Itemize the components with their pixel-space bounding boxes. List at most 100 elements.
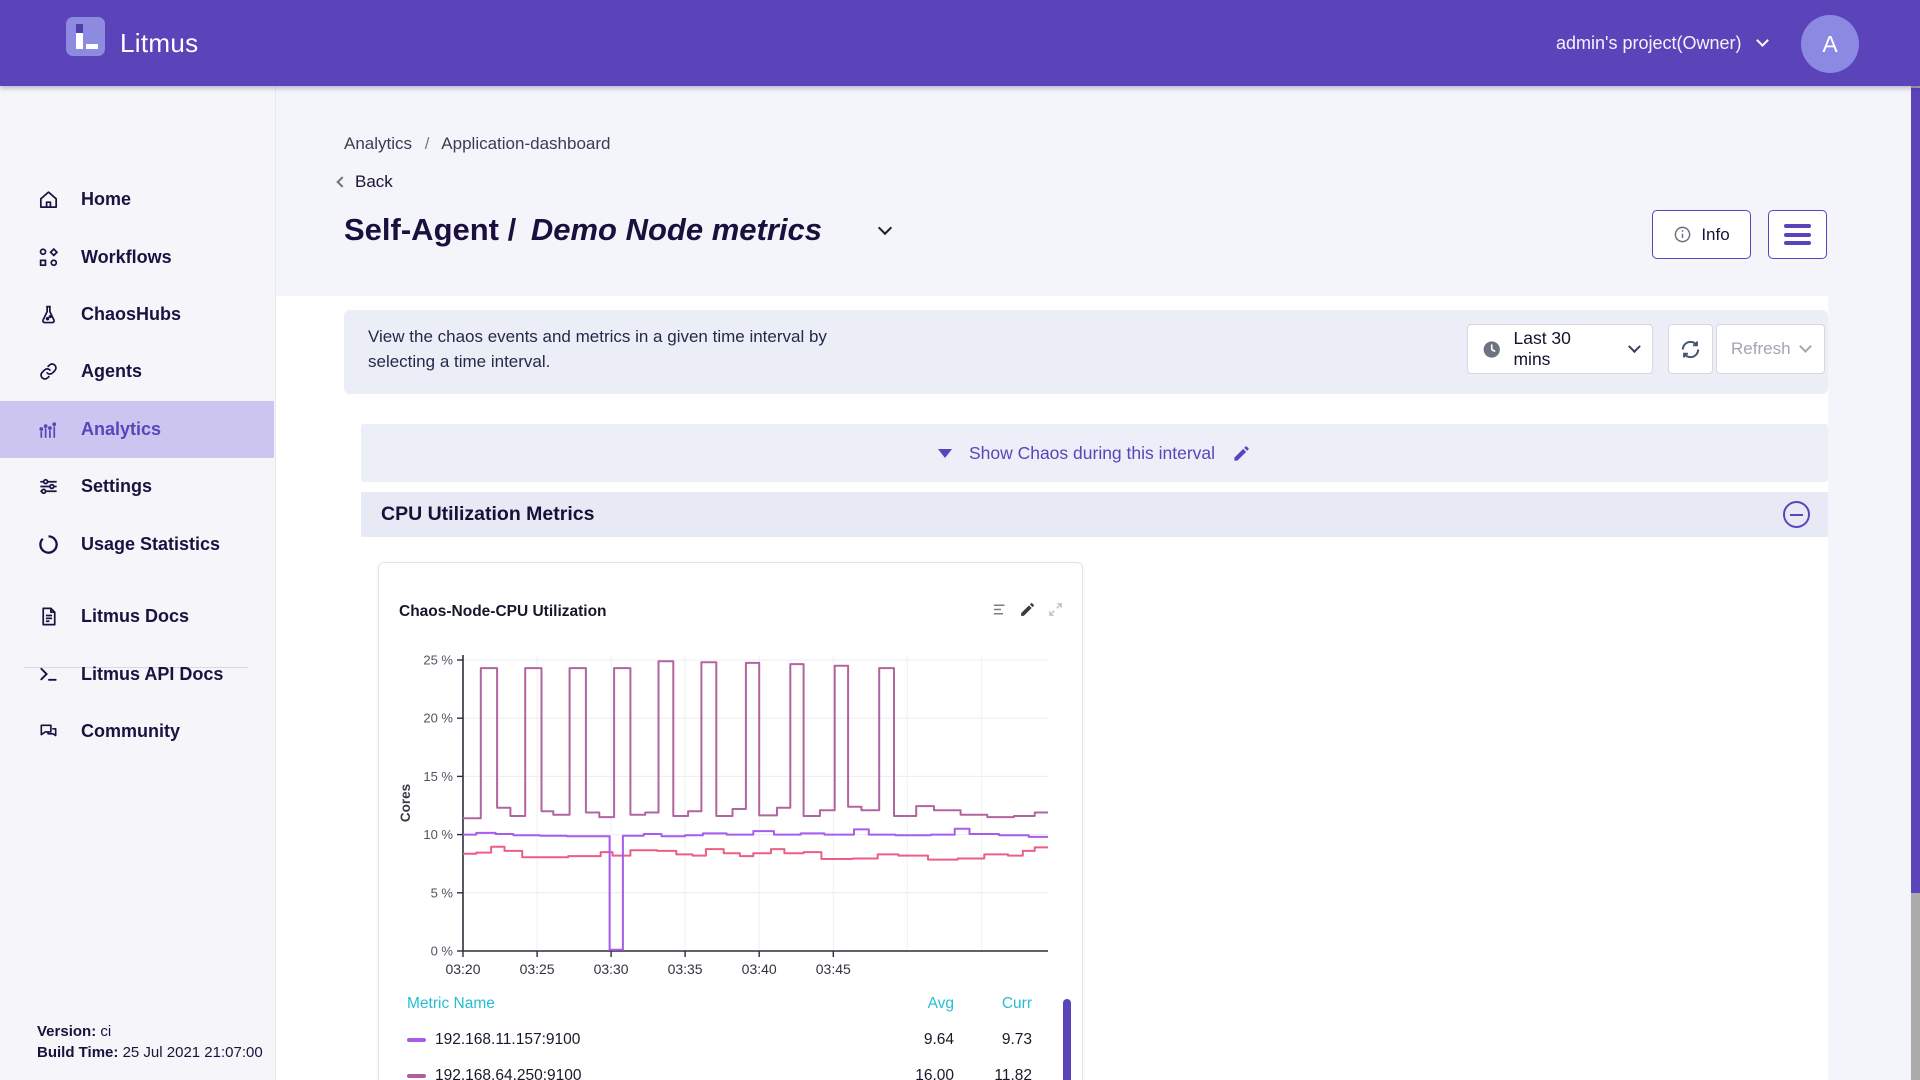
- legend-header-avg: Avg: [927, 995, 954, 1012]
- chart-options-icon[interactable]: [991, 601, 1008, 618]
- time-interval-description: View the chaos events and metrics in a g…: [368, 327, 827, 371]
- sidebar-item-litmus-api-docs[interactable]: Litmus API Docs: [0, 645, 274, 702]
- chevron-down-icon: [1799, 340, 1812, 353]
- sidebar-item-label: Litmus Docs: [81, 606, 190, 627]
- chart-edit-pencil-icon[interactable]: [1019, 601, 1036, 618]
- litmus-logo-icon: [66, 17, 105, 56]
- chart-expand-icon[interactable]: [1047, 601, 1064, 618]
- title-dashboard-name: Demo Node metrics: [530, 212, 822, 247]
- refresh-icon-button[interactable]: [1668, 324, 1713, 374]
- build-time-value: 25 Jul 2021 21:07:00: [122, 1044, 263, 1061]
- sidebar-item-label: Workflows: [81, 246, 172, 267]
- brand-title: Litmus: [120, 28, 199, 58]
- info-button[interactable]: Info: [1652, 210, 1751, 259]
- loader-icon: [37, 533, 60, 556]
- home-icon: [37, 188, 60, 211]
- svg-text:03:35: 03:35: [668, 961, 703, 977]
- sidebar-item-label: ChaosHubs: [81, 303, 182, 324]
- collapse-section-button[interactable]: [1783, 501, 1810, 528]
- link-icon: [37, 360, 60, 383]
- svg-text:15 %: 15 %: [423, 769, 453, 784]
- svg-text:0 %: 0 %: [431, 944, 454, 959]
- version-label: Version:: [37, 1023, 97, 1040]
- breadcrumb-analytics[interactable]: Analytics: [344, 134, 413, 153]
- legend-row[interactable]: 192.168.64.250:9100 16.00 11.82: [399, 1067, 1063, 1080]
- sidebar-item-label: Usage Statistics: [81, 533, 221, 554]
- flask-icon: [37, 303, 60, 326]
- sidebar-item-label: Litmus API Docs: [81, 663, 224, 684]
- cpu-utilization-chart[interactable]: 0 % 5 % 10 % 15 % 20 % 25 % 03:20 03:25 03:30 03:…: [397, 629, 1069, 981]
- chevron-down-icon: [1755, 34, 1769, 47]
- legend-row[interactable]: 192.168.11.157:9100 9.64 9.73: [399, 1031, 1063, 1067]
- svg-text:03:45: 03:45: [816, 961, 851, 977]
- page-scrollbar-thumb[interactable]: [1911, 88, 1920, 893]
- hamburger-icon: [1784, 224, 1811, 228]
- sidebar-item-litmus-docs[interactable]: Litmus Docs: [0, 588, 274, 645]
- svg-text:03:25: 03:25: [520, 961, 555, 977]
- time-range-dropdown[interactable]: Last 30 mins: [1467, 324, 1653, 374]
- sidebar-item-workflows[interactable]: Workflows: [0, 228, 274, 285]
- refresh-dropdown[interactable]: Refresh: [1716, 324, 1825, 374]
- user-avatar[interactable]: A: [1801, 15, 1859, 73]
- legend-scrollbar[interactable]: [1063, 999, 1071, 1080]
- cpu-section-header: CPU Utilization Metrics: [361, 492, 1828, 537]
- community-icon: [37, 720, 60, 743]
- clock-icon: [1483, 340, 1500, 358]
- sidebar-item-usage-statistics[interactable]: Usage Statistics: [0, 515, 274, 572]
- svg-text:03:40: 03:40: [742, 961, 777, 977]
- build-time-label: Build Time:: [37, 1044, 119, 1061]
- metric-curr: 9.73: [1001, 1031, 1032, 1048]
- svg-text:03:20: 03:20: [445, 961, 480, 977]
- title-dropdown-icon[interactable]: [877, 220, 893, 236]
- sidebar-item-community[interactable]: Community: [0, 703, 274, 760]
- sidebar-item-analytics[interactable]: Analytics: [0, 400, 274, 458]
- sidebar-item-settings[interactable]: Settings: [0, 458, 274, 515]
- title-agent: Self-Agent /: [344, 212, 517, 247]
- back-label: Back: [355, 172, 393, 191]
- dashboard-menu-button[interactable]: [1768, 210, 1827, 259]
- info-icon: [1674, 226, 1691, 243]
- svg-text:Cores: Cores: [398, 784, 413, 822]
- svg-text:10 %: 10 %: [423, 827, 453, 842]
- chart-toolbar: [991, 601, 1064, 618]
- svg-text:20 %: 20 %: [423, 711, 453, 726]
- version-value: ci: [100, 1023, 112, 1040]
- show-chaos-label: Show Chaos during this interval: [968, 442, 1216, 463]
- sidebar-item-label: Community: [81, 720, 180, 741]
- project-dropdown[interactable]: admin's project(Owner): [1556, 0, 1769, 86]
- metric-avg: 16.00: [915, 1067, 954, 1080]
- sidebar-main-nav: Home Workflows ChaosHubs Agents Analytics Set…: [0, 171, 274, 573]
- page-title: Self-Agent / Demo Node metrics: [344, 212, 822, 248]
- metric-avg: 9.64: [923, 1031, 954, 1048]
- terminal-icon: [37, 663, 60, 686]
- edit-pencil-icon[interactable]: [1232, 444, 1251, 463]
- chevron-left-icon: [336, 176, 348, 188]
- metric-name: 192.168.11.157:9100: [435, 1031, 581, 1048]
- sidebar-item-agents[interactable]: Agents: [0, 343, 274, 400]
- docs-icon: [37, 605, 60, 628]
- legend-header-metric: Metric Name: [407, 995, 495, 1012]
- sidebar-item-home[interactable]: Home: [0, 171, 274, 228]
- show-chaos-toggle[interactable]: Show Chaos during this interval: [361, 424, 1828, 482]
- series-color-dash: [407, 1038, 426, 1042]
- series-color-dash: [407, 1074, 426, 1078]
- legend-rows: 192.168.11.157:9100 9.64 9.73 192.168.64.25…: [399, 1031, 1063, 1080]
- legend-header-row: Metric Name Avg Curr: [399, 995, 1063, 1031]
- refresh-icon: [1681, 340, 1700, 358]
- svg-text:03:30: 03:30: [594, 961, 629, 977]
- project-label: admin's project(Owner): [1556, 32, 1742, 53]
- sidebar-item-label: Agents: [81, 361, 143, 382]
- workflows-icon: [37, 246, 60, 269]
- sidebar-item-chaoshubs[interactable]: ChaosHubs: [0, 286, 274, 343]
- metric-curr: 11.82: [994, 1067, 1032, 1080]
- time-range-label: Last 30 mins: [1513, 328, 1571, 369]
- breadcrumb-application-dashboard[interactable]: Application-dashboard: [441, 134, 611, 153]
- back-link[interactable]: Back: [336, 172, 393, 192]
- svg-text:25 %: 25 %: [423, 653, 453, 668]
- cpu-section-title: CPU Utilization Metrics: [381, 503, 595, 525]
- chart-card: Chaos-Node-CPU Utilization 0 % 5 % 10 % 15 …: [378, 562, 1083, 1080]
- sidebar-item-label: Home: [81, 189, 132, 210]
- refresh-label: Refresh: [1731, 339, 1791, 358]
- sidebar-item-label: Analytics: [81, 418, 162, 439]
